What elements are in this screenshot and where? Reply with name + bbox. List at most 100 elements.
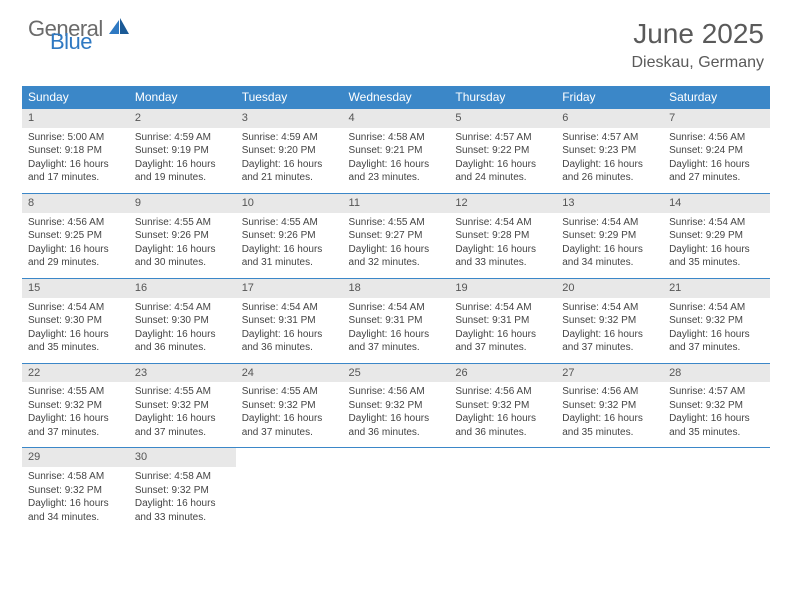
- col-tuesday: Tuesday: [236, 86, 343, 109]
- daylight-line1: Daylight: 16 hours: [242, 158, 337, 172]
- day-body: Sunrise: 4:56 AMSunset: 9:32 PMDaylight:…: [556, 382, 663, 447]
- daylight-line1: Daylight: 16 hours: [28, 497, 123, 511]
- sunrise-text: Sunrise: 4:54 AM: [242, 301, 337, 315]
- calendar-cell: 6Sunrise: 4:57 AMSunset: 9:23 PMDaylight…: [556, 109, 663, 194]
- daylight-line1: Daylight: 16 hours: [349, 412, 444, 426]
- day-body: Sunrise: 4:58 AMSunset: 9:32 PMDaylight:…: [22, 467, 129, 532]
- calendar-cell: [449, 448, 556, 532]
- calendar-row: 1Sunrise: 5:00 AMSunset: 9:18 PMDaylight…: [22, 109, 770, 194]
- day-body: Sunrise: 4:55 AMSunset: 9:32 PMDaylight:…: [22, 382, 129, 447]
- day-number: 24: [236, 364, 343, 383]
- sunset-text: Sunset: 9:21 PM: [349, 144, 444, 158]
- daylight-line1: Daylight: 16 hours: [28, 158, 123, 172]
- calendar-cell: 14Sunrise: 4:54 AMSunset: 9:29 PMDayligh…: [663, 193, 770, 278]
- day-body: Sunrise: 4:54 AMSunset: 9:29 PMDaylight:…: [663, 213, 770, 278]
- sunset-text: Sunset: 9:18 PM: [28, 144, 123, 158]
- daylight-line2: and 37 minutes.: [669, 341, 764, 355]
- calendar-cell: [236, 448, 343, 532]
- calendar-cell: 30Sunrise: 4:58 AMSunset: 9:32 PMDayligh…: [129, 448, 236, 532]
- sunrise-text: Sunrise: 4:57 AM: [669, 385, 764, 399]
- header: General Blue June 2025 Dieskau, Germany: [0, 0, 792, 80]
- sunrise-text: Sunrise: 4:58 AM: [28, 470, 123, 484]
- daylight-line2: and 35 minutes.: [28, 341, 123, 355]
- sunrise-text: Sunrise: 4:56 AM: [28, 216, 123, 230]
- col-thursday: Thursday: [449, 86, 556, 109]
- calendar-cell: 3Sunrise: 4:59 AMSunset: 9:20 PMDaylight…: [236, 109, 343, 194]
- day-number: 7: [663, 109, 770, 128]
- day-body: [236, 452, 343, 514]
- calendar-cell: 13Sunrise: 4:54 AMSunset: 9:29 PMDayligh…: [556, 193, 663, 278]
- day-body: [663, 452, 770, 514]
- calendar-cell: 15Sunrise: 4:54 AMSunset: 9:30 PMDayligh…: [22, 278, 129, 363]
- sunset-text: Sunset: 9:31 PM: [349, 314, 444, 328]
- sunset-text: Sunset: 9:24 PM: [669, 144, 764, 158]
- day-body: Sunrise: 4:57 AMSunset: 9:22 PMDaylight:…: [449, 128, 556, 193]
- day-body: Sunrise: 5:00 AMSunset: 9:18 PMDaylight:…: [22, 128, 129, 193]
- daylight-line2: and 24 minutes.: [455, 171, 550, 185]
- calendar-row: 22Sunrise: 4:55 AMSunset: 9:32 PMDayligh…: [22, 363, 770, 448]
- col-friday: Friday: [556, 86, 663, 109]
- calendar-cell: 8Sunrise: 4:56 AMSunset: 9:25 PMDaylight…: [22, 193, 129, 278]
- day-number: 4: [343, 109, 450, 128]
- daylight-line1: Daylight: 16 hours: [135, 328, 230, 342]
- day-number: 3: [236, 109, 343, 128]
- daylight-line2: and 31 minutes.: [242, 256, 337, 270]
- daylight-line2: and 26 minutes.: [562, 171, 657, 185]
- daylight-line2: and 37 minutes.: [242, 426, 337, 440]
- daylight-line1: Daylight: 16 hours: [669, 328, 764, 342]
- day-body: Sunrise: 4:58 AMSunset: 9:32 PMDaylight:…: [129, 467, 236, 532]
- daylight-line1: Daylight: 16 hours: [562, 328, 657, 342]
- day-body: Sunrise: 4:55 AMSunset: 9:27 PMDaylight:…: [343, 213, 450, 278]
- day-number: 19: [449, 279, 556, 298]
- day-body: Sunrise: 4:54 AMSunset: 9:32 PMDaylight:…: [556, 298, 663, 363]
- day-number: 2: [129, 109, 236, 128]
- sunset-text: Sunset: 9:32 PM: [135, 399, 230, 413]
- daylight-line2: and 35 minutes.: [669, 426, 764, 440]
- daylight-line1: Daylight: 16 hours: [28, 243, 123, 257]
- calendar-cell: 16Sunrise: 4:54 AMSunset: 9:30 PMDayligh…: [129, 278, 236, 363]
- daylight-line1: Daylight: 16 hours: [562, 158, 657, 172]
- daylight-line2: and 33 minutes.: [135, 511, 230, 525]
- sunset-text: Sunset: 9:28 PM: [455, 229, 550, 243]
- sunrise-text: Sunrise: 4:56 AM: [455, 385, 550, 399]
- day-body: Sunrise: 4:54 AMSunset: 9:30 PMDaylight:…: [129, 298, 236, 363]
- calendar-cell: 27Sunrise: 4:56 AMSunset: 9:32 PMDayligh…: [556, 363, 663, 448]
- day-body: Sunrise: 4:56 AMSunset: 9:32 PMDaylight:…: [449, 382, 556, 447]
- day-body: Sunrise: 4:58 AMSunset: 9:21 PMDaylight:…: [343, 128, 450, 193]
- sunset-text: Sunset: 9:31 PM: [242, 314, 337, 328]
- day-number: 6: [556, 109, 663, 128]
- daylight-line2: and 33 minutes.: [455, 256, 550, 270]
- daylight-line1: Daylight: 16 hours: [349, 328, 444, 342]
- calendar-cell: 1Sunrise: 5:00 AMSunset: 9:18 PMDaylight…: [22, 109, 129, 194]
- day-body: Sunrise: 4:54 AMSunset: 9:31 PMDaylight:…: [449, 298, 556, 363]
- day-number: 11: [343, 194, 450, 213]
- daylight-line1: Daylight: 16 hours: [455, 158, 550, 172]
- col-saturday: Saturday: [663, 86, 770, 109]
- day-number: 8: [22, 194, 129, 213]
- day-body: Sunrise: 4:55 AMSunset: 9:26 PMDaylight:…: [129, 213, 236, 278]
- sunset-text: Sunset: 9:31 PM: [455, 314, 550, 328]
- daylight-line2: and 30 minutes.: [135, 256, 230, 270]
- sunset-text: Sunset: 9:30 PM: [28, 314, 123, 328]
- day-body: Sunrise: 4:56 AMSunset: 9:25 PMDaylight:…: [22, 213, 129, 278]
- daylight-line2: and 36 minutes.: [242, 341, 337, 355]
- sunrise-text: Sunrise: 4:54 AM: [135, 301, 230, 315]
- daylight-line1: Daylight: 16 hours: [242, 243, 337, 257]
- daylight-line1: Daylight: 16 hours: [455, 412, 550, 426]
- daylight-line1: Daylight: 16 hours: [349, 243, 444, 257]
- day-number: 1: [22, 109, 129, 128]
- daylight-line2: and 37 minutes.: [455, 341, 550, 355]
- calendar-cell: 11Sunrise: 4:55 AMSunset: 9:27 PMDayligh…: [343, 193, 450, 278]
- calendar-table: Sunday Monday Tuesday Wednesday Thursday…: [22, 86, 770, 532]
- day-body: Sunrise: 4:56 AMSunset: 9:32 PMDaylight:…: [343, 382, 450, 447]
- daylight-line2: and 32 minutes.: [349, 256, 444, 270]
- day-body: Sunrise: 4:54 AMSunset: 9:32 PMDaylight:…: [663, 298, 770, 363]
- sunset-text: Sunset: 9:32 PM: [28, 484, 123, 498]
- sunrise-text: Sunrise: 4:54 AM: [455, 216, 550, 230]
- sunset-text: Sunset: 9:32 PM: [242, 399, 337, 413]
- sunset-text: Sunset: 9:30 PM: [135, 314, 230, 328]
- day-number: 18: [343, 279, 450, 298]
- sunrise-text: Sunrise: 4:55 AM: [135, 385, 230, 399]
- calendar-cell: 2Sunrise: 4:59 AMSunset: 9:19 PMDaylight…: [129, 109, 236, 194]
- daylight-line1: Daylight: 16 hours: [28, 328, 123, 342]
